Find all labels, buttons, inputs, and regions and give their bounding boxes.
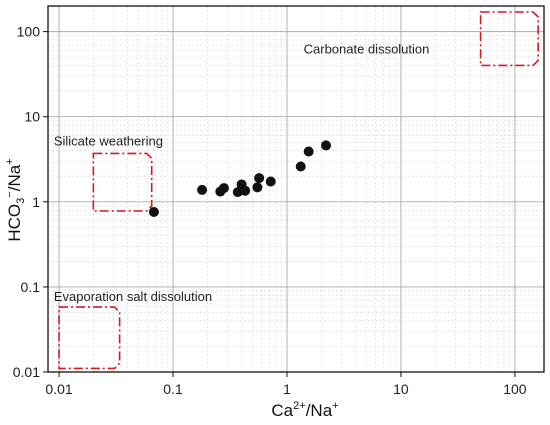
- region-box: [92, 152, 153, 212]
- region-boxes: [58, 11, 539, 370]
- region-box: [58, 306, 121, 370]
- data-points: [148, 140, 332, 217]
- y-tick-label: 100: [17, 24, 41, 40]
- data-point: [148, 206, 159, 217]
- data-point: [218, 183, 229, 194]
- data-point: [303, 146, 314, 157]
- data-point: [265, 176, 276, 187]
- region-label: Evaporation salt dissolution: [54, 289, 212, 304]
- x-tick-label: 10: [393, 381, 409, 397]
- grid-lines: [48, 6, 544, 373]
- y-tick-label: 1: [32, 194, 40, 210]
- y-tick-label: 10: [24, 109, 40, 125]
- x-axis-title: Ca2+/Na+: [271, 400, 338, 420]
- y-axis-title: HCO3−/Na+: [4, 158, 27, 241]
- y-tick-label: 0.01: [13, 364, 40, 380]
- region-label: Carbonate dissolution: [304, 42, 430, 57]
- data-point: [254, 173, 265, 184]
- x-axis-ticks: 0.01 0.1 1 10 100: [45, 372, 527, 397]
- region-labels: Carbonate dissolution Silicate weathering…: [54, 42, 430, 304]
- x-tick-label: 0.1: [163, 381, 183, 397]
- data-point: [321, 140, 332, 151]
- x-tick-label: 100: [503, 381, 527, 397]
- y-tick-label: 0.1: [21, 279, 41, 295]
- region-box: [479, 11, 539, 67]
- plot-frame: [47, 5, 545, 373]
- data-point: [252, 182, 263, 193]
- data-point: [295, 161, 306, 172]
- x-tick-label: 0.01: [45, 381, 72, 397]
- x-tick-label: 1: [283, 381, 291, 397]
- data-point: [197, 184, 208, 195]
- data-point: [240, 185, 251, 196]
- region-label: Silicate weathering: [54, 133, 163, 148]
- y-axis-ticks: 0.01 0.1 1 10 100: [13, 24, 48, 380]
